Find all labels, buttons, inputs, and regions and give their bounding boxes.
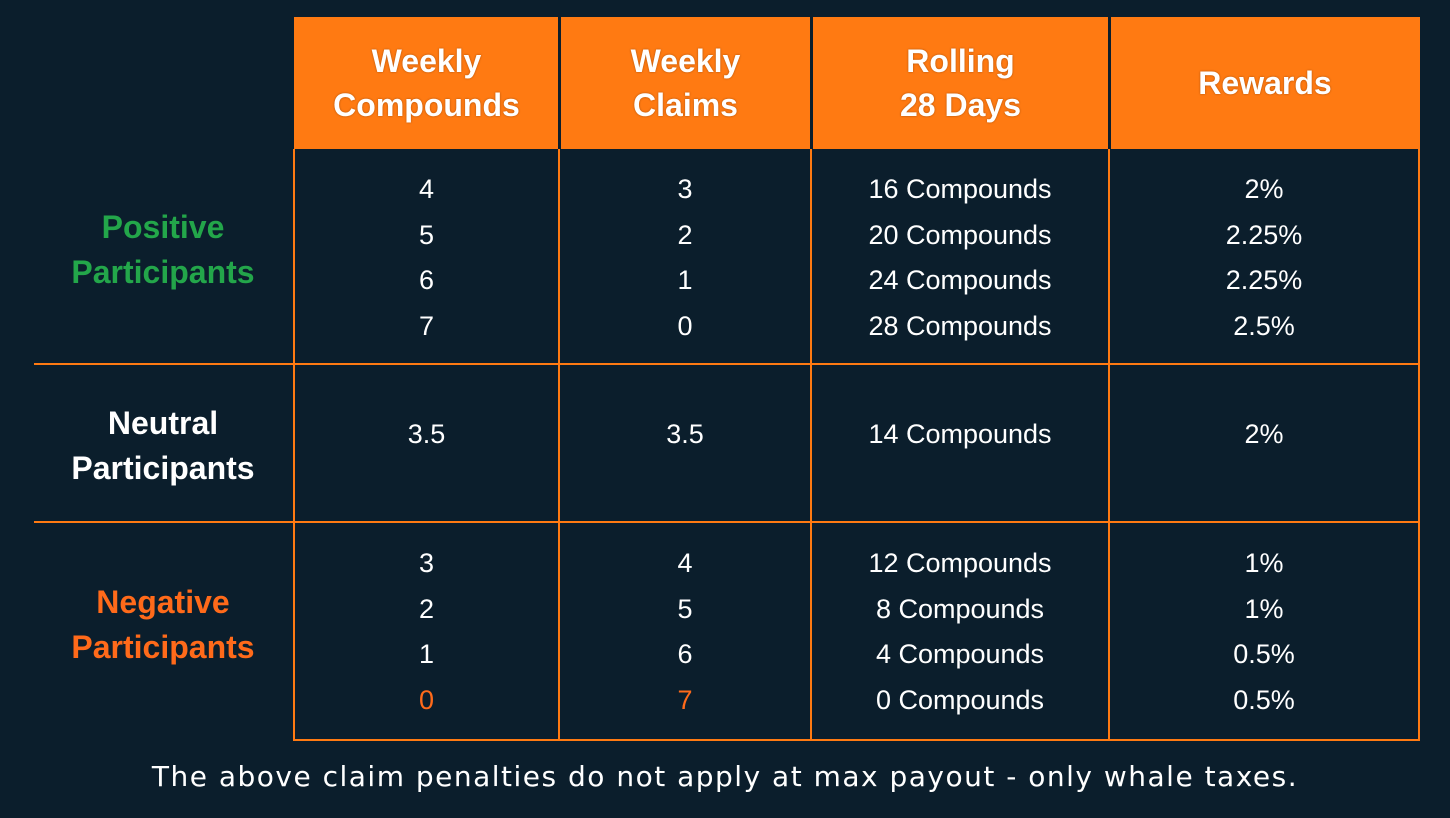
header-weekly-claims: Weekly Claims (630, 43, 741, 123)
table-cell: 5 (677, 593, 693, 624)
table-cell: 6 (418, 265, 435, 295)
table-cell: 2 (677, 219, 693, 250)
header-rolling-28-days: Rolling 28 Days (900, 43, 1021, 123)
negative-rolling: 12 Compounds 8 Compounds 4 Compounds 0 C… (812, 541, 1108, 723)
table-cell: 0 Compounds (875, 684, 1045, 715)
table-header (294, 17, 1420, 149)
positive-rolling: 16 Compounds 20 Compounds 24 Compounds 2… (812, 167, 1108, 349)
table-cell: 0 (677, 310, 693, 341)
grid-line (558, 149, 560, 741)
table-cell: 1% (1244, 593, 1284, 624)
table-cell: 28 Compounds (868, 310, 1052, 341)
header-weekly-compounds: Weekly Compounds (333, 43, 520, 123)
table-cell: 24 Compounds (868, 265, 1052, 295)
neutral-rolling: 14 Compounds (812, 412, 1108, 458)
table-cell: 1 (418, 639, 435, 669)
table-cell: 0 (418, 684, 435, 715)
table-cell: 1% (1244, 548, 1284, 578)
table-cell: 2% (1244, 174, 1284, 204)
positive-weekly-compounds: 4 5 6 7 (295, 167, 558, 349)
table-cell: 7 (677, 684, 693, 715)
header-divider (810, 17, 813, 149)
table-cell: 6 (677, 639, 693, 669)
table-cell: 0.5% (1233, 639, 1295, 669)
grid-line (34, 521, 1420, 523)
table-cell: 5 (418, 219, 435, 250)
neutral-weekly-claims: 3.5 (560, 412, 810, 458)
table-cell: 3 (677, 174, 693, 204)
grid-line (293, 149, 295, 741)
table-cell: 16 Compounds (868, 174, 1052, 204)
grid-line (1108, 149, 1110, 741)
footer-note: The above claim penalties do not apply a… (151, 760, 1299, 793)
row-label-negative: Negative Participants (71, 584, 255, 665)
table-cell: 2.25% (1225, 265, 1303, 295)
table-cell: 2% (1244, 419, 1284, 449)
grid-line (34, 363, 1420, 365)
table-cell: 2.5% (1233, 310, 1295, 341)
positive-weekly-claims: 3 2 1 0 (560, 167, 810, 349)
table-cell: 20 Compounds (868, 219, 1052, 250)
grid-line (293, 739, 1420, 741)
table-cell: 2.25% (1225, 219, 1303, 250)
table-cell: 14 Compounds (868, 419, 1052, 449)
positive-rewards: 2% 2.25% 2.25% 2.5% (1110, 167, 1418, 349)
grid-line (810, 149, 812, 741)
table-cell: 8 Compounds (875, 593, 1045, 624)
table-cell: 4 (677, 548, 693, 578)
table-cell: 3 (418, 548, 435, 578)
table-cell: 4 (418, 174, 435, 204)
table-cell: 0.5% (1233, 684, 1295, 715)
table-cell: 3.5 (666, 419, 704, 449)
table-cell: 4 Compounds (875, 639, 1045, 669)
table-cell: 3.5 (407, 419, 446, 449)
table-cell: 7 (418, 310, 435, 341)
table-cell: 1 (677, 265, 693, 295)
negative-weekly-claims: 4 5 6 7 (560, 541, 810, 723)
row-label-neutral: Neutral Participants (71, 405, 255, 486)
negative-rewards: 1% 1% 0.5% 0.5% (1110, 541, 1418, 723)
header-divider (558, 17, 561, 149)
neutral-rewards: 2% (1110, 412, 1418, 458)
row-label-positive: Positive Participants (71, 209, 255, 290)
table-cell: 2 (418, 593, 435, 624)
header-rewards: Rewards (1198, 65, 1332, 101)
neutral-weekly-compounds: 3.5 (295, 412, 558, 458)
table-cell: 12 Compounds (868, 548, 1052, 578)
grid-line (1418, 149, 1420, 741)
negative-weekly-compounds: 3 2 1 0 (295, 541, 558, 723)
header-divider (1108, 17, 1111, 149)
